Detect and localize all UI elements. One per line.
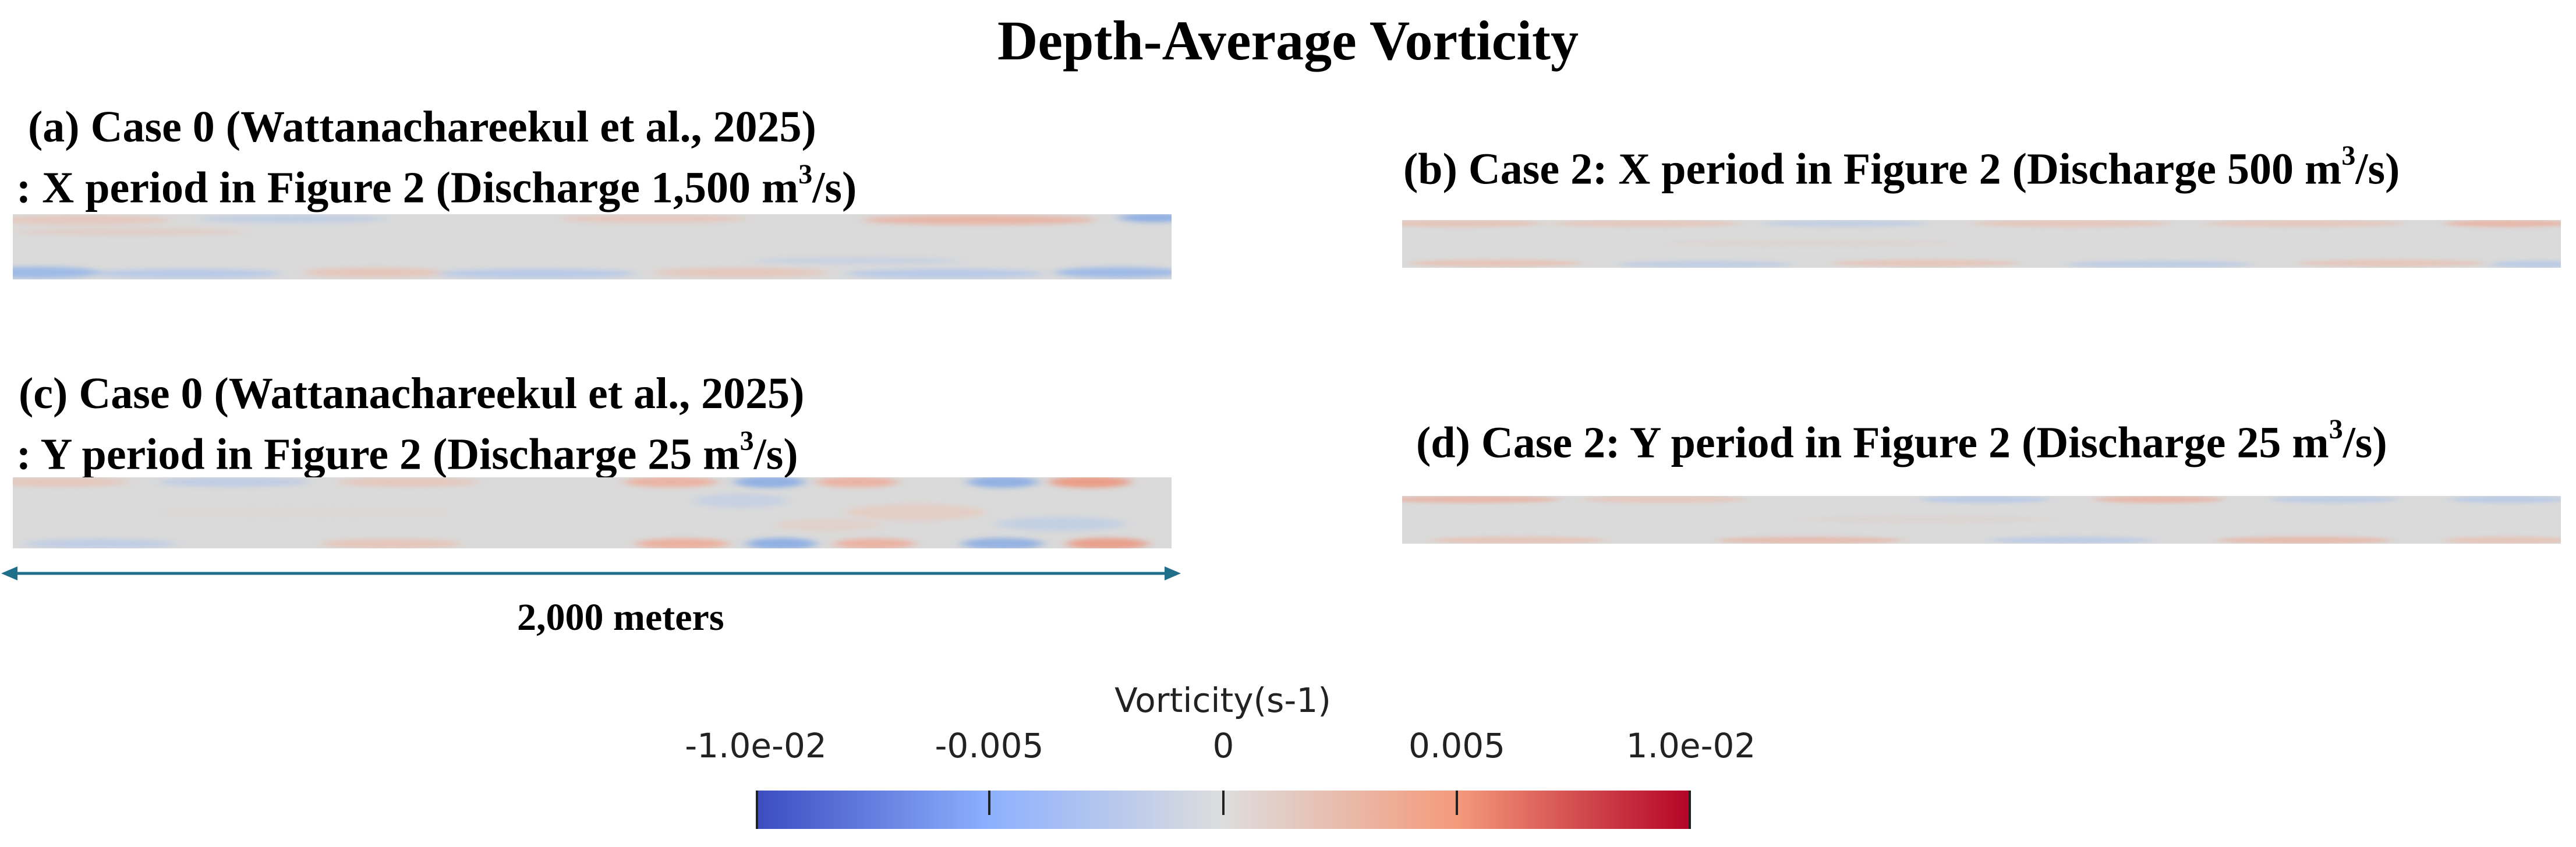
colorbar: [756, 791, 1691, 829]
scale-label: 2,000 meters: [517, 596, 724, 639]
colorbar-tick-label: 1.0e-02: [1626, 726, 1756, 766]
colorbar-title: Vorticity(s-1): [1114, 681, 1331, 720]
panel-c-caption-line2: : Y period in Figure 2 (Discharge 25 m3/…: [16, 426, 798, 479]
colorbar-tick-label: -1.0e-02: [685, 726, 827, 766]
colorbar-tick-label: 0.005: [1408, 726, 1506, 766]
colorbar-tick-label: -0.005: [935, 726, 1044, 766]
panel-a-vorticity-field: [13, 214, 1172, 279]
panel-b-caption: (b) Case 2: X period in Figure 2 (Discha…: [1403, 140, 2400, 194]
panel-b-vorticity-field: [1402, 220, 2561, 268]
panel-c-vorticity-field: [13, 477, 1172, 548]
panel-a-caption-line2: : X period in Figure 2 (Discharge 1,500 …: [16, 159, 857, 212]
panel-c-caption-line1: (c) Case 0 (Wattanachareekul et al., 202…: [19, 369, 805, 418]
colorbar-tick-label: 0: [1212, 726, 1234, 766]
scale-arrow: [0, 556, 1188, 594]
figure-title: Depth-Average Vorticity: [997, 9, 1579, 72]
panel-d-vorticity-field: [1402, 496, 2561, 544]
panel-d-caption: (d) Case 2: Y period in Figure 2 (Discha…: [1416, 414, 2387, 467]
panel-a-caption-line1: (a) Case 0 (Wattanachareekul et al., 202…: [28, 102, 816, 151]
